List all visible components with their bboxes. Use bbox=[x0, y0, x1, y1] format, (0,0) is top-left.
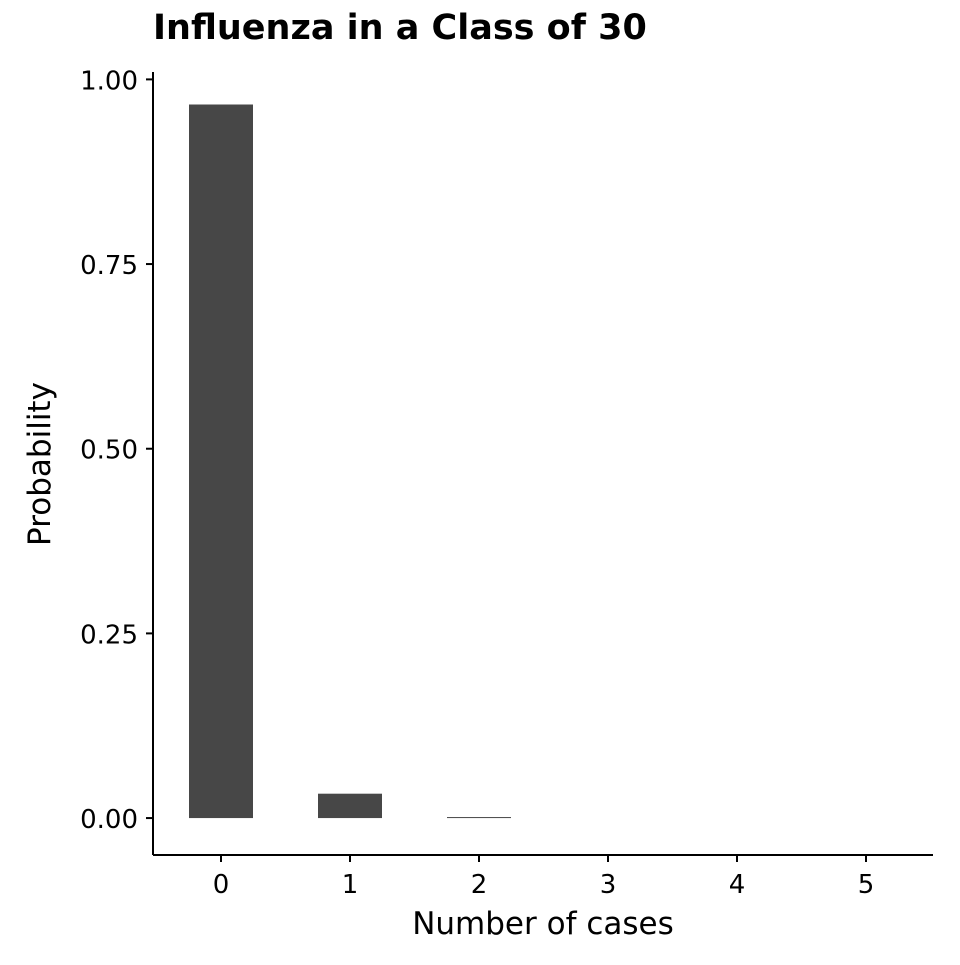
x-tick-label: 3 bbox=[600, 870, 617, 900]
y-axis-label: Probability bbox=[22, 382, 58, 546]
y-tick-label: 1.00 bbox=[80, 66, 138, 96]
bar-0 bbox=[189, 104, 253, 819]
y-tick-label: 0.25 bbox=[80, 620, 138, 650]
y-tick-label: 0.75 bbox=[80, 251, 138, 281]
x-axis-label: Number of cases bbox=[412, 906, 674, 942]
y-tick-label: 0.50 bbox=[80, 436, 138, 466]
bar-1 bbox=[318, 793, 382, 819]
bar-2 bbox=[447, 817, 511, 819]
x-tick-label: 4 bbox=[729, 870, 746, 900]
x-tick-label: 2 bbox=[471, 870, 488, 900]
x-tick-label: 5 bbox=[858, 870, 875, 900]
x-tick-label: 1 bbox=[342, 870, 359, 900]
chart-title: Influenza in a Class of 30 bbox=[153, 8, 647, 48]
x-tick-label: 0 bbox=[213, 870, 230, 900]
y-tick-label: 0.00 bbox=[80, 805, 138, 835]
